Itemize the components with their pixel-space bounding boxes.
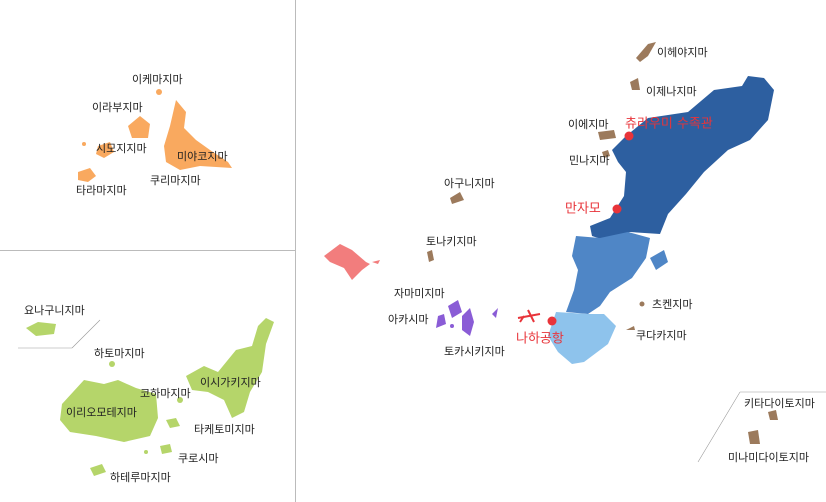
- island-label: 민나지마: [569, 154, 609, 167]
- okinawa-north: [590, 76, 774, 240]
- miyako-islands: [78, 89, 232, 182]
- island-label: 자마미지마: [394, 287, 445, 300]
- kume-island: [324, 244, 370, 280]
- island-label: 코하마지마: [140, 386, 191, 400]
- island-label: 토나키지마: [426, 235, 477, 248]
- landmark-marker: [624, 131, 634, 141]
- island-label: 하토마지마: [94, 346, 145, 360]
- island-label: 이제나지마: [646, 85, 697, 98]
- okinawa-central: [566, 232, 650, 314]
- island-label: 미야코지마: [177, 150, 228, 163]
- island-label: 쿠다카지마: [636, 329, 687, 342]
- landmark-label: 나하공항: [516, 332, 564, 347]
- island-label: 쿠리마지마: [150, 174, 201, 187]
- kerama-islands: [436, 300, 498, 336]
- small-islands: [427, 42, 778, 444]
- island-label: 시모지지마: [96, 142, 147, 155]
- island-label: 하테루마지마: [110, 470, 171, 484]
- island-label: 아구니지마: [444, 177, 495, 190]
- landmark-label: 만자모: [565, 202, 601, 217]
- island-label: 이시가키지마: [200, 376, 261, 389]
- inset-line: [71, 319, 101, 349]
- island-label: 타케토미지마: [194, 423, 255, 436]
- inset-line: [697, 391, 741, 463]
- island-label: 이헤야지마: [657, 46, 708, 59]
- landmark-marker: [612, 204, 622, 214]
- island-label: 쿠로시마: [178, 452, 218, 465]
- yaeyama-islands: [26, 318, 274, 476]
- island-label: 이라부지마: [92, 101, 143, 114]
- island-label: 이에지마: [568, 118, 608, 131]
- island-label: 토카시키지마: [444, 345, 505, 358]
- island-label: 요나구니지마: [24, 304, 85, 317]
- small-island: [372, 260, 380, 264]
- okinawa-south: [548, 312, 616, 364]
- island-label: 츠켄지마: [652, 298, 692, 311]
- airport-icon: [517, 309, 541, 323]
- island-label: 이케마지마: [132, 73, 183, 86]
- landmark-marker: [547, 316, 557, 326]
- small-island: [650, 250, 668, 270]
- landmark-label: 츄라우미 수족관: [625, 117, 713, 132]
- island-label: 이리오모테지마: [66, 406, 137, 419]
- island-label: 타라마지마: [76, 184, 127, 197]
- island-label: 미나미다이토지마: [728, 451, 809, 464]
- island-label: 아카시마: [388, 313, 428, 326]
- island-label: 키타다이토지마: [744, 397, 815, 410]
